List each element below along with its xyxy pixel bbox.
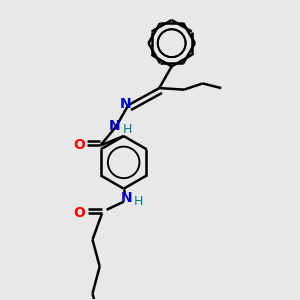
Text: N: N <box>109 119 120 133</box>
Text: H: H <box>134 195 143 208</box>
Text: N: N <box>120 191 132 205</box>
Text: N: N <box>119 97 131 111</box>
Text: O: O <box>73 138 85 152</box>
Text: H: H <box>123 123 132 136</box>
Text: O: O <box>73 206 85 220</box>
